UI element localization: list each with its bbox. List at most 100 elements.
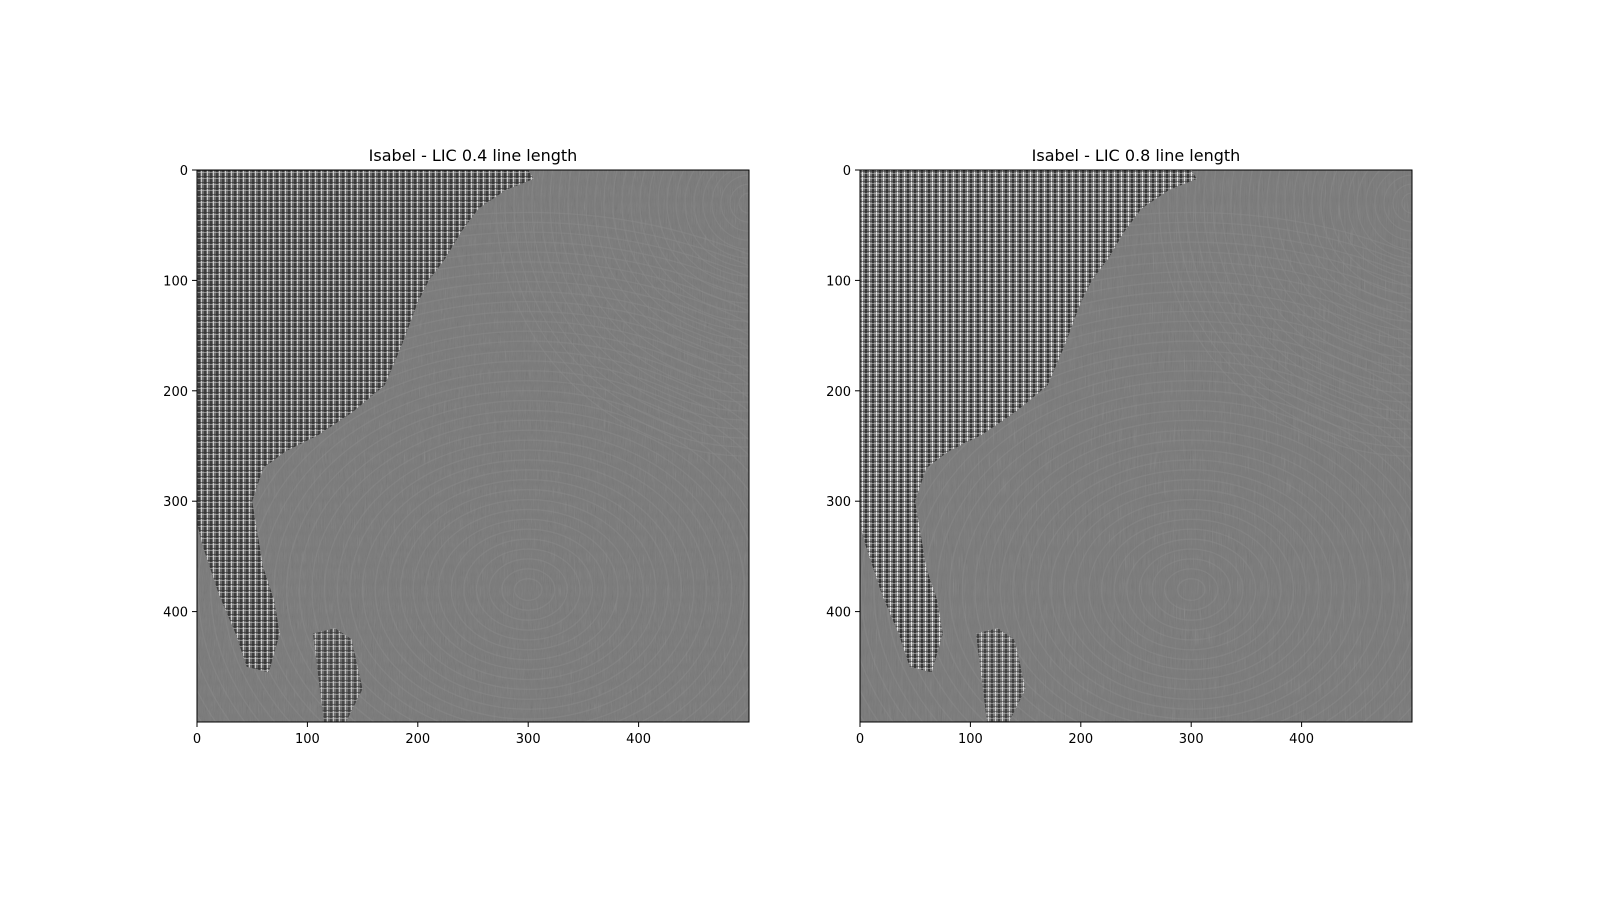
streamline (873, 340, 1412, 722)
streamline (1194, 170, 1412, 421)
streamline (1392, 183, 1412, 223)
streamline (1167, 170, 1412, 448)
x-tick-label: 300 (516, 732, 541, 747)
streamline (1176, 170, 1412, 439)
streamline (1062, 488, 1320, 691)
streamline (197, 320, 749, 722)
streamline (513, 578, 543, 602)
streamline (463, 538, 594, 641)
streamline (1401, 192, 1412, 214)
streamline (495, 170, 749, 457)
streamline (987, 429, 1396, 722)
land-region (197, 170, 534, 673)
streamline (437, 518, 619, 661)
streamline (513, 170, 749, 439)
streamline (1164, 568, 1219, 611)
streamline (684, 170, 749, 268)
streamline (1037, 469, 1345, 710)
streamline (621, 170, 749, 331)
x-tick-label: 200 (1068, 732, 1093, 747)
streamline (361, 459, 695, 720)
streamline (531, 170, 749, 421)
x-tick-label: 100 (295, 732, 320, 747)
streamline (1230, 170, 1412, 385)
streamline (197, 221, 749, 331)
streamline (1113, 528, 1269, 651)
streamline (1075, 498, 1307, 681)
y-tick-label: 300 (826, 495, 851, 510)
y-tick-label: 100 (163, 274, 188, 289)
streamline (1138, 548, 1244, 631)
x-tick-label: 300 (1179, 732, 1204, 747)
streamline (936, 389, 1412, 722)
streamline (1050, 479, 1333, 701)
streamline (567, 170, 749, 385)
streamline (961, 409, 1412, 722)
streamline (1374, 170, 1412, 241)
streamline (286, 399, 749, 722)
streamline (1383, 174, 1412, 232)
streamline (657, 170, 749, 295)
y-tick-label: 0 (843, 164, 851, 179)
streamline (549, 170, 749, 403)
streamline (648, 170, 749, 304)
streamline (711, 170, 749, 241)
subplot-2: Isabel - LIC 0.8 line length 0 100 200 300 40… (826, 146, 1413, 747)
streamline (860, 271, 1412, 407)
x-tick-label: 400 (626, 732, 651, 747)
streamline (860, 231, 1412, 345)
streamline (693, 170, 749, 259)
y-tick-label: 200 (826, 385, 851, 400)
streamline (197, 241, 749, 360)
x-tick-label: 200 (405, 732, 430, 747)
streamline (1151, 558, 1231, 621)
streamline (273, 389, 749, 722)
streamline (1185, 170, 1412, 430)
land-region (860, 170, 1197, 673)
streamline (702, 170, 749, 250)
chart-title: Isabel - LIC 0.4 line length (369, 146, 578, 165)
streamline (594, 170, 749, 358)
streamline (1293, 170, 1412, 322)
streamline (1284, 170, 1412, 331)
x-tick-label: 0 (856, 732, 864, 747)
streamline (387, 479, 670, 701)
streamline (1320, 170, 1412, 295)
y-tick-label: 100 (826, 274, 851, 289)
streamline (860, 221, 1412, 331)
island-region (312, 628, 363, 722)
streamline (336, 439, 720, 722)
streamline (1088, 508, 1295, 671)
streamline (974, 419, 1409, 722)
island-region (975, 628, 1026, 722)
streamline (1356, 170, 1412, 259)
streamline (729, 183, 749, 223)
y-tick-label: 0 (180, 164, 188, 179)
lic-image (197, 170, 749, 722)
streamline (197, 211, 749, 317)
streamline (860, 300, 1412, 722)
chart-title: Isabel - LIC 0.8 line length (1032, 146, 1241, 165)
streamline (197, 231, 749, 345)
streamline (675, 170, 749, 277)
streamline (860, 320, 1412, 722)
streamline (197, 300, 749, 722)
streamline (1248, 170, 1412, 367)
streamline (399, 488, 657, 691)
streamline (197, 330, 749, 722)
streamline (860, 211, 1412, 317)
streamline (1100, 518, 1282, 661)
x-tick-label: 100 (958, 732, 983, 747)
x-tick-label: 0 (193, 732, 201, 747)
streamline (412, 498, 644, 681)
axes-frame (196, 169, 750, 723)
y-tick-label: 400 (163, 606, 188, 621)
streamline (349, 449, 708, 722)
streamline (630, 170, 749, 322)
streamline (585, 170, 749, 367)
streamline (1024, 459, 1358, 720)
streamline (558, 170, 749, 394)
x-tick-label: 400 (1289, 732, 1314, 747)
streamline (1212, 170, 1412, 403)
